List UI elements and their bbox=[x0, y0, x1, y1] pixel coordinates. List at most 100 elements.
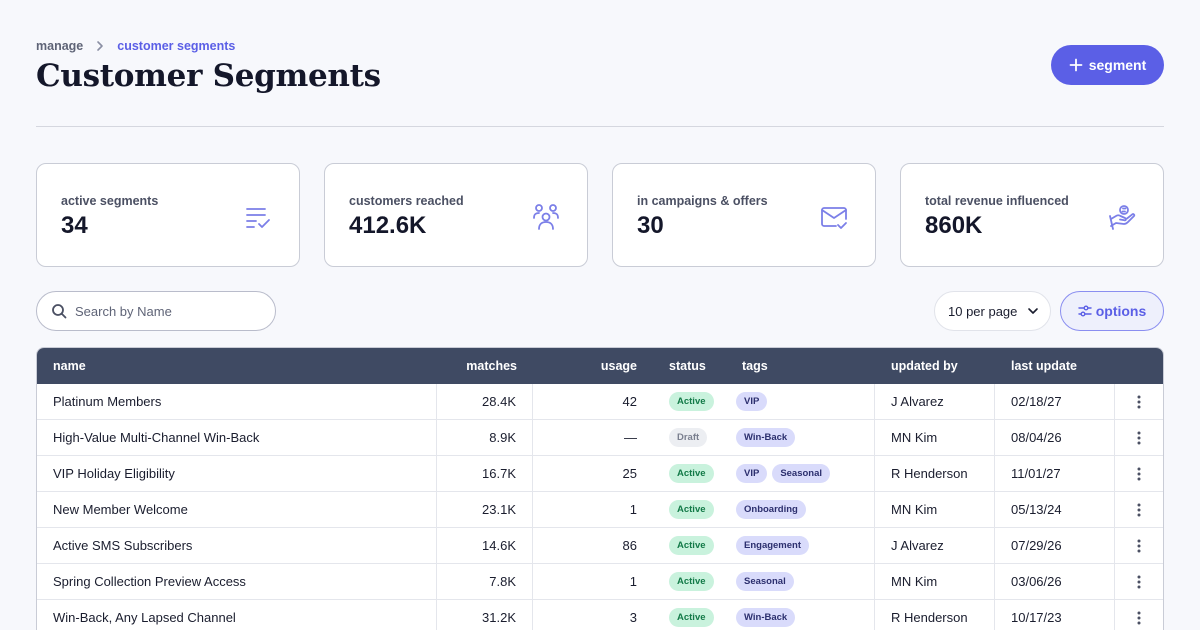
cell-last-update: 07/29/26 bbox=[995, 528, 1115, 563]
column-header-matches[interactable]: matches bbox=[466, 359, 517, 373]
stat-value: 412.6K bbox=[349, 212, 427, 239]
cell-usage: 3 bbox=[629, 610, 637, 625]
table-row[interactable]: VIP Holiday Eligibility 16.7K 25 Active … bbox=[37, 456, 1163, 492]
cell-matches: 31.2K bbox=[437, 600, 533, 630]
plus-icon bbox=[1069, 58, 1083, 72]
status-badge: Draft bbox=[669, 428, 708, 447]
cell-tags: Win-Back bbox=[726, 420, 875, 455]
more-vertical-icon bbox=[1137, 611, 1141, 624]
tag-badge: Win-Back bbox=[736, 428, 796, 447]
stat-card-customers-reached: customers reached 412.6K bbox=[324, 163, 588, 267]
tag-badge: Seasonal bbox=[736, 572, 794, 591]
cell-last-update: 03/06/26 bbox=[995, 564, 1115, 599]
per-page-label: 10 per page bbox=[948, 303, 1018, 319]
table-row[interactable]: Win-Back, Any Lapsed Channel 31.2K 3 Act… bbox=[37, 600, 1163, 630]
breadcrumb-manage-link[interactable]: manage bbox=[36, 39, 84, 53]
stat-label: customers reached bbox=[349, 194, 464, 208]
tag-badge: VIP bbox=[736, 392, 768, 411]
tag-badge: Engagement bbox=[736, 536, 810, 555]
column-header-updated-by[interactable]: updated by bbox=[891, 359, 958, 373]
status-badge: Active bbox=[669, 500, 714, 519]
tag-badge: Win-Back bbox=[736, 608, 796, 627]
row-menu-button[interactable] bbox=[1115, 528, 1163, 563]
sliders-icon bbox=[1078, 305, 1092, 317]
stat-card-revenue-influenced: total revenue influenced 860K bbox=[900, 163, 1164, 267]
cell-last-update: 05/13/24 bbox=[995, 492, 1115, 527]
stat-value: 34 bbox=[61, 212, 88, 239]
breadcrumb: manage customer segments bbox=[36, 39, 235, 53]
tag-badge: Seasonal bbox=[772, 464, 831, 483]
cell-tags: VIP Seasonal bbox=[726, 456, 875, 491]
cell-usage: 42 bbox=[622, 394, 637, 409]
column-header-last-update[interactable]: last update bbox=[1011, 359, 1077, 373]
cell-tags: Engagement bbox=[726, 528, 875, 563]
row-menu-button[interactable] bbox=[1115, 600, 1163, 630]
more-vertical-icon bbox=[1137, 467, 1141, 480]
status-badge: Active bbox=[669, 392, 714, 411]
cell-usage: 86 bbox=[622, 538, 637, 553]
column-header-name[interactable]: name bbox=[53, 359, 86, 373]
cell-last-update: 08/04/26 bbox=[995, 420, 1115, 455]
mail-check-icon bbox=[821, 207, 847, 229]
cell-updated-by: R Henderson bbox=[875, 456, 995, 491]
cell-name: New Member Welcome bbox=[37, 492, 437, 527]
status-badge: Active bbox=[669, 536, 714, 555]
column-header-usage[interactable]: usage bbox=[600, 359, 637, 373]
cell-matches: 7.8K bbox=[437, 564, 533, 599]
stat-label: total revenue influenced bbox=[925, 194, 1069, 208]
cell-updated-by: R Henderson bbox=[875, 600, 995, 630]
segments-table: name matches usage status tags updated b… bbox=[36, 347, 1164, 630]
cell-matches: 28.4K bbox=[437, 384, 533, 419]
row-menu-button[interactable] bbox=[1115, 456, 1163, 491]
more-vertical-icon bbox=[1137, 503, 1141, 516]
cell-last-update: 02/18/27 bbox=[995, 384, 1115, 419]
cell-name: Win-Back, Any Lapsed Channel bbox=[37, 600, 437, 630]
per-page-select[interactable]: 10 per page bbox=[934, 291, 1051, 331]
more-vertical-icon bbox=[1137, 539, 1141, 552]
breadcrumb-current: customer segments bbox=[117, 39, 236, 53]
table-row[interactable]: Spring Collection Preview Access 7.8K 1 … bbox=[37, 564, 1163, 600]
cell-name: VIP Holiday Eligibility bbox=[37, 456, 437, 491]
chevron-right-icon bbox=[97, 41, 104, 51]
cell-tags: VIP bbox=[726, 384, 875, 419]
table-row[interactable]: Active SMS Subscribers 14.6K 86 Active E… bbox=[37, 528, 1163, 564]
status-badge: Active bbox=[669, 608, 714, 627]
more-vertical-icon bbox=[1137, 431, 1141, 444]
row-menu-button[interactable] bbox=[1115, 564, 1163, 599]
tag-badge: Onboarding bbox=[736, 500, 806, 519]
cell-status: Active bbox=[653, 600, 726, 630]
cell-status: Active bbox=[653, 492, 726, 527]
column-header-status[interactable]: status bbox=[669, 359, 706, 373]
cell-matches: 16.7K bbox=[437, 456, 533, 491]
cell-updated-by: MN Kim bbox=[875, 420, 995, 455]
row-menu-button[interactable] bbox=[1115, 384, 1163, 419]
cell-tags: Onboarding bbox=[726, 492, 875, 527]
row-menu-button[interactable] bbox=[1115, 420, 1163, 455]
table-header: name matches usage status tags updated b… bbox=[37, 348, 1163, 384]
column-header-tags[interactable]: tags bbox=[742, 359, 768, 373]
search-input[interactable] bbox=[75, 303, 255, 319]
chevron-down-icon bbox=[1028, 308, 1039, 314]
cell-matches: 8.9K bbox=[437, 420, 533, 455]
options-button[interactable]: options bbox=[1060, 291, 1164, 331]
stat-value: 30 bbox=[637, 212, 664, 239]
cell-tags: Seasonal bbox=[726, 564, 875, 599]
search-box bbox=[36, 291, 276, 331]
cell-status: Active bbox=[653, 564, 726, 599]
cell-name: Active SMS Subscribers bbox=[37, 528, 437, 563]
stat-label: active segments bbox=[61, 194, 159, 208]
search-icon bbox=[52, 304, 67, 319]
cell-status: Active bbox=[653, 384, 726, 419]
cell-updated-by: MN Kim bbox=[875, 564, 995, 599]
cell-name: Spring Collection Preview Access bbox=[37, 564, 437, 599]
cell-matches: 23.1K bbox=[437, 492, 533, 527]
cell-name: Platinum Members bbox=[37, 384, 437, 419]
table-row[interactable]: Platinum Members 28.4K 42 Active VIP J A… bbox=[37, 384, 1163, 420]
table-row[interactable]: New Member Welcome 23.1K 1 Active Onboar… bbox=[37, 492, 1163, 528]
add-segment-button[interactable]: segment bbox=[1051, 45, 1164, 85]
stat-card-campaigns-offers: in campaigns & offers 30 bbox=[612, 163, 876, 267]
row-menu-button[interactable] bbox=[1115, 492, 1163, 527]
table-row[interactable]: High-Value Multi-Channel Win-Back 8.9K —… bbox=[37, 420, 1163, 456]
cell-usage: 1 bbox=[629, 574, 637, 589]
add-segment-label: segment bbox=[1088, 57, 1147, 73]
